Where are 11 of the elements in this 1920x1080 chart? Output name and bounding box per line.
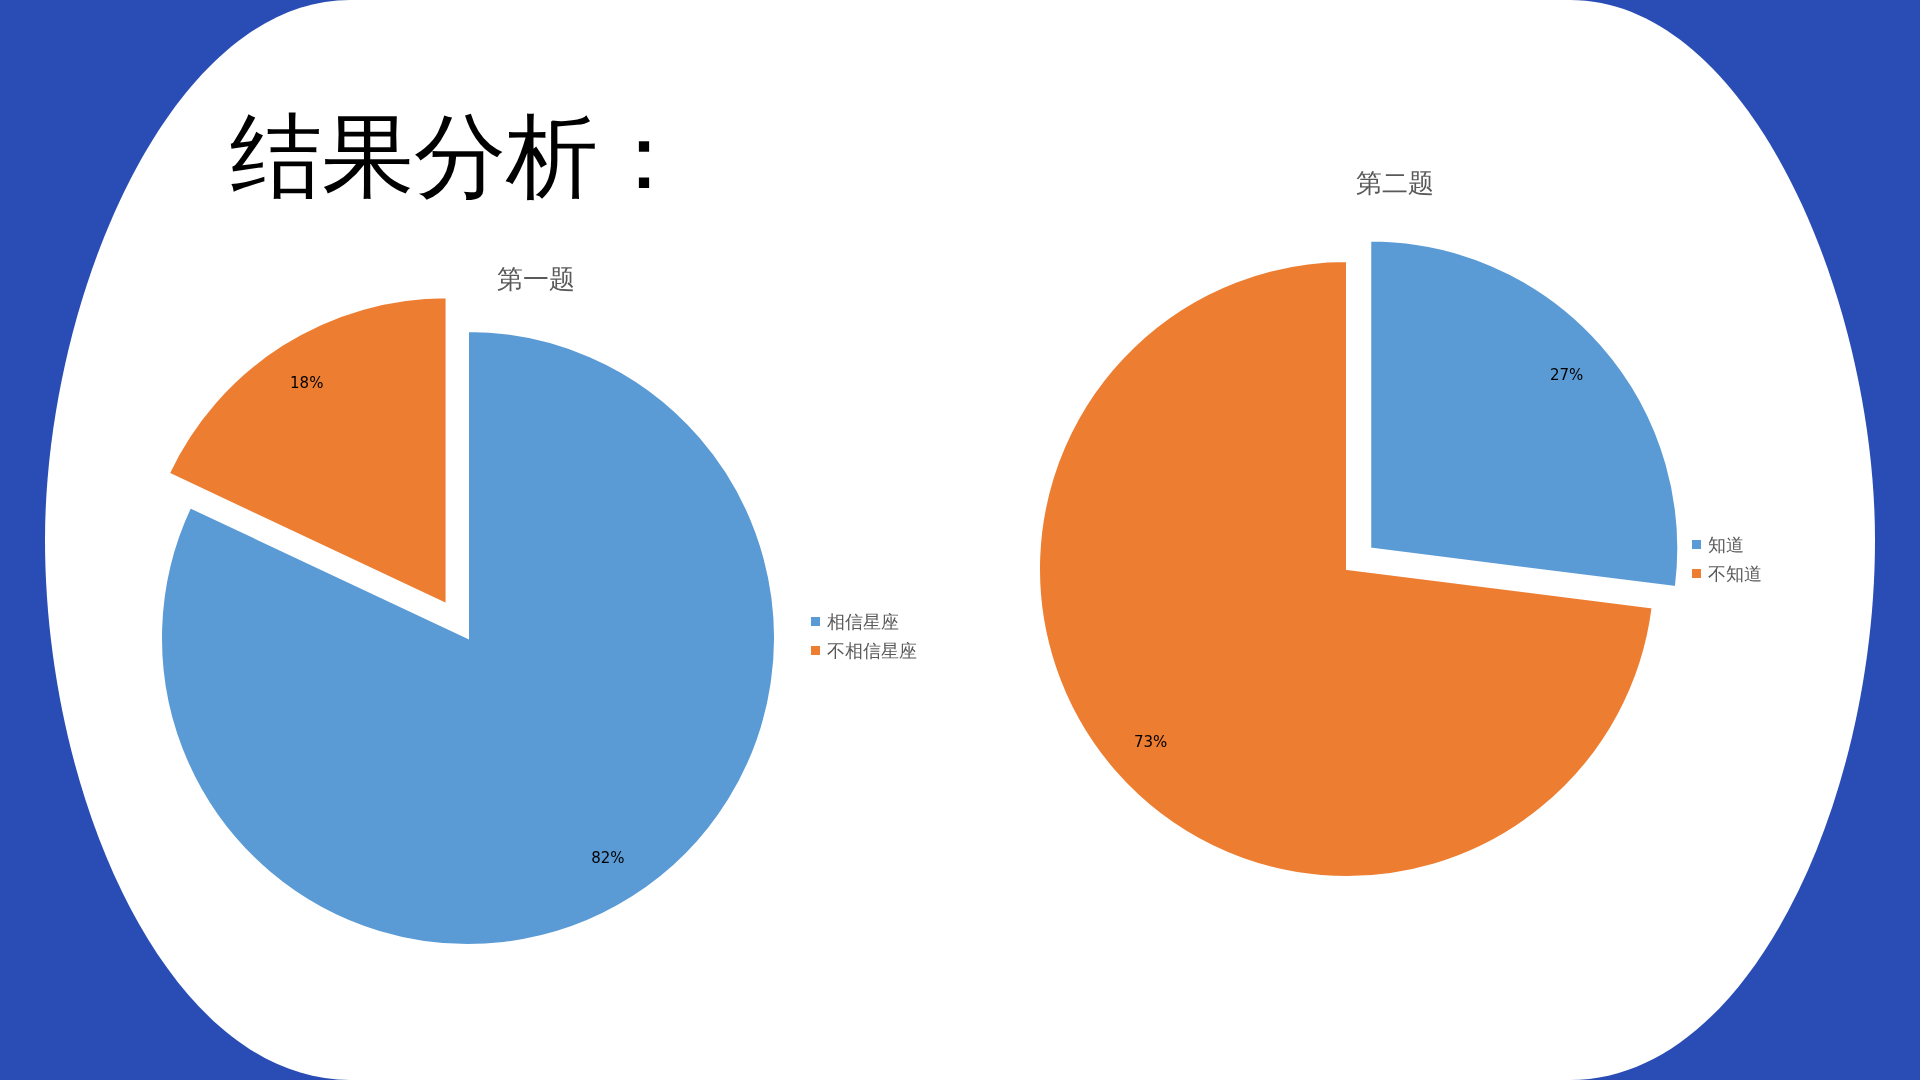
data-label: 73%: [1133, 732, 1168, 751]
legend-label: 知道: [1708, 534, 1744, 555]
legend-label: 不相信星座: [827, 640, 917, 661]
chart-title: 第二题: [1356, 168, 1434, 198]
legend-label: 相信星座: [827, 611, 899, 632]
chart-title: 第一题: [497, 264, 575, 294]
text: 结果分析：: [230, 103, 690, 210]
legend-label: 不知道: [1708, 563, 1762, 584]
data-label: 18%: [290, 374, 324, 393]
data-label: 27%: [1549, 365, 1584, 384]
data-label: 82%: [591, 848, 625, 867]
